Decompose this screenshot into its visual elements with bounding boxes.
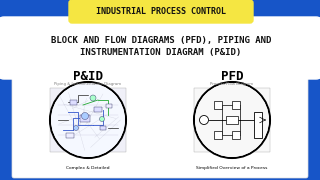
Text: Process Flow Diagram: Process Flow Diagram [211, 82, 253, 86]
Text: Simplified Overview of a Process: Simplified Overview of a Process [196, 166, 268, 170]
Circle shape [82, 112, 89, 120]
Circle shape [195, 83, 269, 157]
Text: INSTRUMENTATION DIAGRAM (P&ID): INSTRUMENTATION DIAGRAM (P&ID) [80, 48, 242, 57]
Circle shape [194, 82, 270, 158]
Bar [66, 133, 74, 138]
Bar [50, 88, 126, 152]
Bar [106, 104, 112, 108]
Bar [100, 126, 106, 130]
Circle shape [90, 95, 96, 101]
Circle shape [199, 116, 209, 125]
Bar [226, 116, 238, 124]
FancyBboxPatch shape [0, 17, 320, 79]
Bar [94, 107, 102, 112]
Circle shape [74, 125, 78, 130]
Text: P&ID: P&ID [73, 69, 103, 82]
Circle shape [51, 83, 125, 157]
Bar [70, 100, 77, 105]
Bar [232, 101, 240, 109]
Bar [214, 101, 222, 109]
Bar [254, 112, 262, 138]
Text: INDUSTRIAL PROCESS CONTROL: INDUSTRIAL PROCESS CONTROL [96, 7, 226, 16]
FancyBboxPatch shape [12, 64, 308, 178]
FancyBboxPatch shape [69, 0, 253, 23]
Text: PFD: PFD [221, 69, 243, 82]
Text: BLOCK AND FLOW DIAGRAMS (PFD), PIPING AND: BLOCK AND FLOW DIAGRAMS (PFD), PIPING AN… [51, 35, 271, 44]
Circle shape [50, 82, 126, 158]
Bar [232, 131, 240, 139]
Bar [80, 115, 90, 122]
Text: Piping & Instrumentation Diagram: Piping & Instrumentation Diagram [54, 82, 122, 86]
Circle shape [100, 116, 105, 122]
Text: Complex & Detailed: Complex & Detailed [66, 166, 110, 170]
Bar [214, 131, 222, 139]
Bar [194, 88, 270, 152]
